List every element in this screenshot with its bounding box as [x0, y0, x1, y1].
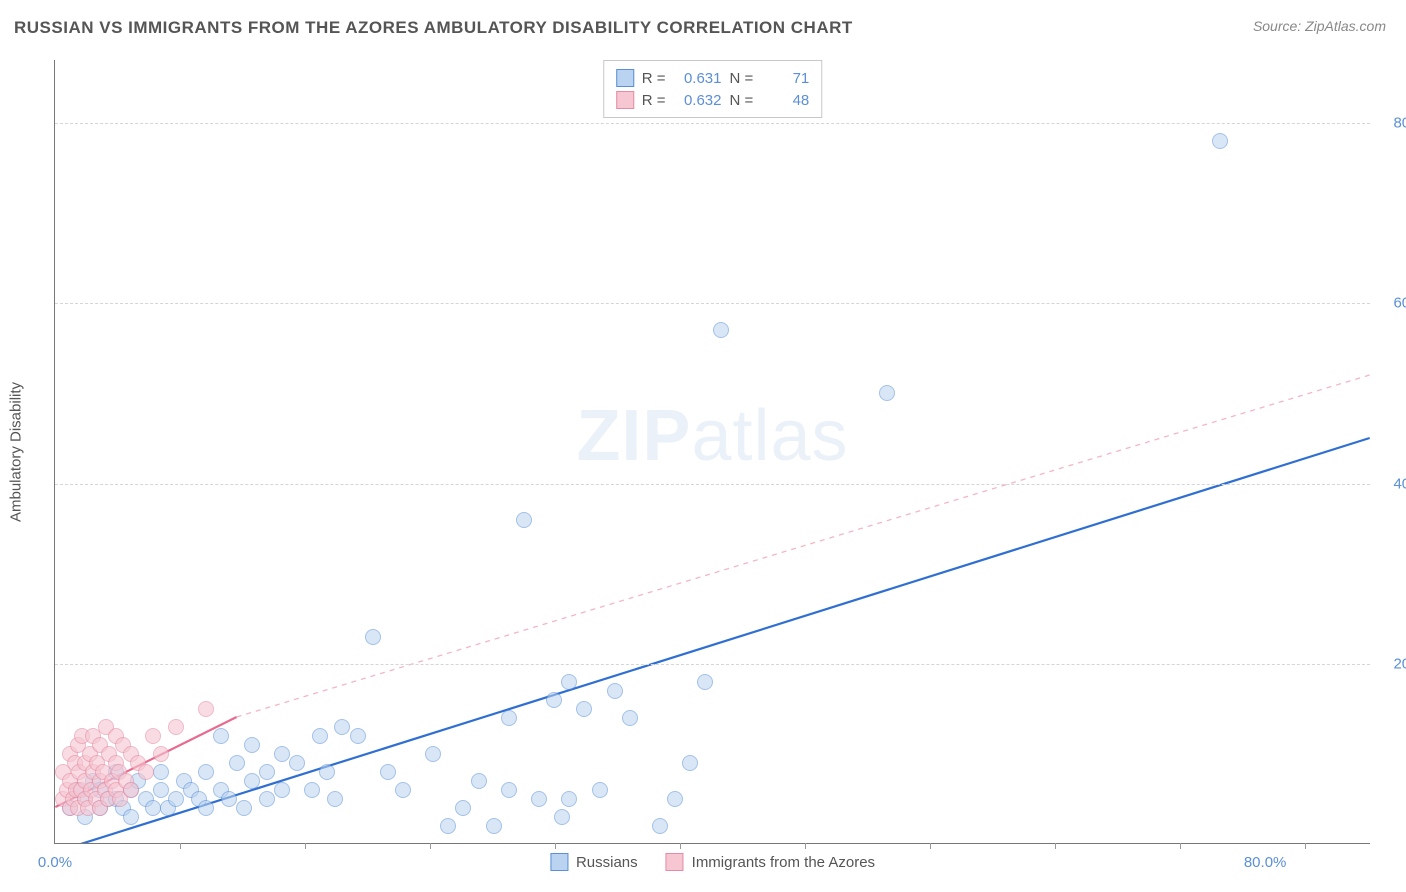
x-tick-mark [680, 843, 681, 849]
data-point-russians [153, 764, 169, 780]
data-point-russians [622, 710, 638, 726]
data-point-russians [713, 322, 729, 338]
data-point-russians [425, 746, 441, 762]
data-point-russians [531, 791, 547, 807]
x-tick-mark [805, 843, 806, 849]
x-tick-mark [305, 843, 306, 849]
stats-row-azores: R = 0.632 N = 48 [616, 89, 810, 111]
data-point-russians [697, 674, 713, 690]
bottom-legend: Russians Immigrants from the Azores [550, 853, 875, 871]
data-point-russians [652, 818, 668, 834]
watermark: ZIPatlas [576, 395, 848, 477]
data-point-russians [667, 791, 683, 807]
x-tick-mark [430, 843, 431, 849]
legend-item-azores: Immigrants from the Azores [666, 853, 875, 871]
data-point-russians [213, 728, 229, 744]
data-point-russians [576, 701, 592, 717]
x-tick-mark [1305, 843, 1306, 849]
y-tick-label: 60.0% [1393, 295, 1406, 312]
x-tick-mark [1180, 843, 1181, 849]
data-point-russians [546, 692, 562, 708]
data-point-russians [198, 800, 214, 816]
swatch-azores [616, 91, 634, 109]
stats-legend-box: R = 0.631 N = 71 R = 0.632 N = 48 [603, 60, 823, 118]
y-tick-label: 20.0% [1393, 655, 1406, 672]
data-point-russians [365, 629, 381, 645]
y-tick-label: 80.0% [1393, 115, 1406, 132]
data-point-azores [168, 719, 184, 735]
data-point-russians [350, 728, 366, 744]
data-point-russians [471, 773, 487, 789]
swatch-russians [616, 69, 634, 87]
data-point-russians [198, 764, 214, 780]
source-attribution: Source: ZipAtlas.com [1253, 18, 1386, 34]
data-point-russians [259, 764, 275, 780]
trend-lines-layer [55, 60, 1370, 843]
data-point-russians [395, 782, 411, 798]
data-point-russians [1212, 133, 1228, 149]
data-point-russians [879, 385, 895, 401]
data-point-russians [486, 818, 502, 834]
stats-row-russians: R = 0.631 N = 71 [616, 67, 810, 89]
data-point-russians [561, 791, 577, 807]
data-point-azores [123, 782, 139, 798]
chart-container: RUSSIAN VS IMMIGRANTS FROM THE AZORES AM… [0, 0, 1406, 892]
gridline [55, 303, 1370, 304]
data-point-russians [236, 800, 252, 816]
x-tick-mark [930, 843, 931, 849]
data-point-russians [334, 719, 350, 735]
data-point-russians [274, 782, 290, 798]
data-point-russians [327, 791, 343, 807]
data-point-russians [554, 809, 570, 825]
data-point-russians [440, 818, 456, 834]
legend-label: Immigrants from the Azores [692, 854, 875, 871]
data-point-russians [607, 683, 623, 699]
data-point-russians [153, 782, 169, 798]
legend-label: Russians [576, 854, 638, 871]
gridline [55, 664, 1370, 665]
data-point-azores [198, 701, 214, 717]
y-axis-label: Ambulatory Disability [8, 382, 25, 522]
x-tick-mark [555, 843, 556, 849]
x-tick-label: 80.0% [1244, 854, 1287, 871]
data-point-russians [229, 755, 245, 771]
data-point-russians [123, 809, 139, 825]
data-point-russians [259, 791, 275, 807]
gridline [55, 123, 1370, 124]
data-point-russians [221, 791, 237, 807]
data-point-russians [501, 782, 517, 798]
data-point-azores [145, 728, 161, 744]
data-point-russians [244, 737, 260, 753]
swatch-azores [666, 853, 684, 871]
y-tick-label: 40.0% [1393, 475, 1406, 492]
data-point-russians [289, 755, 305, 771]
data-point-russians [145, 800, 161, 816]
data-point-russians [501, 710, 517, 726]
data-point-russians [455, 800, 471, 816]
x-tick-mark [1055, 843, 1056, 849]
data-point-russians [244, 773, 260, 789]
swatch-russians [550, 853, 568, 871]
data-point-russians [319, 764, 335, 780]
data-point-russians [312, 728, 328, 744]
plot-area: ZIPatlas R = 0.631 N = 71 R = 0.632 N = … [54, 60, 1370, 844]
x-tick-label: 0.0% [38, 854, 72, 871]
data-point-azores [138, 764, 154, 780]
data-point-russians [516, 512, 532, 528]
data-point-russians [380, 764, 396, 780]
data-point-russians [682, 755, 698, 771]
x-tick-mark [180, 843, 181, 849]
data-point-russians [304, 782, 320, 798]
data-point-russians [274, 746, 290, 762]
data-point-russians [561, 674, 577, 690]
data-point-azores [153, 746, 169, 762]
data-point-russians [592, 782, 608, 798]
gridline [55, 484, 1370, 485]
data-point-russians [168, 791, 184, 807]
legend-item-russians: Russians [550, 853, 638, 871]
chart-title: RUSSIAN VS IMMIGRANTS FROM THE AZORES AM… [14, 18, 853, 38]
